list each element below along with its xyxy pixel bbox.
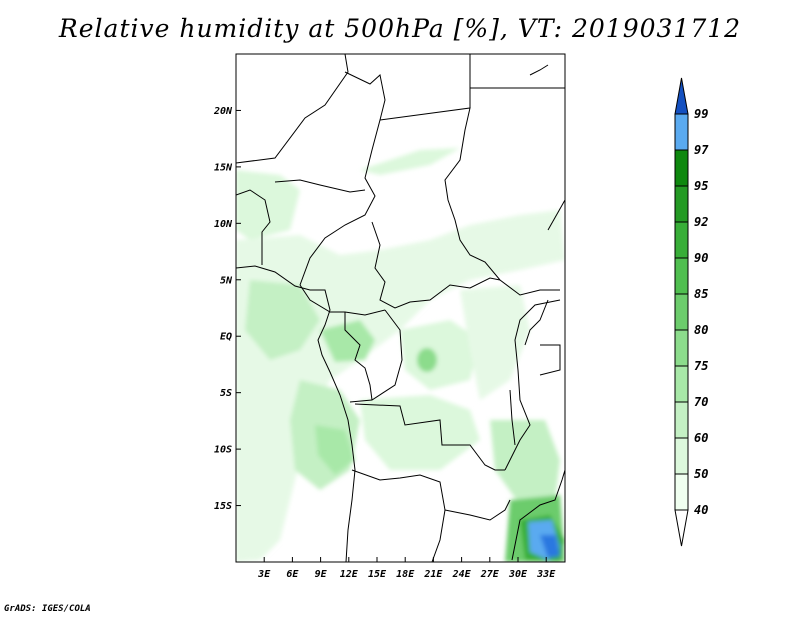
colorbar-label: 80 — [694, 323, 708, 337]
humidity-region — [400, 320, 480, 390]
lon-tick-label: 27E — [480, 569, 500, 580]
lat-tick-label: 15S — [214, 501, 232, 512]
border — [371, 221, 501, 309]
country-borders — [236, 54, 565, 562]
colorbar-segment — [674, 293, 689, 331]
border — [379, 107, 560, 296]
colorbar-segment — [674, 113, 689, 151]
colorbar-label: 90 — [694, 251, 708, 265]
lon-tick-label: 3E — [257, 569, 271, 580]
lon-tick-label: 24E — [452, 569, 472, 580]
border — [354, 403, 505, 471]
humidity-region — [460, 285, 530, 400]
border — [524, 299, 549, 346]
lat-tick-label: 10S — [214, 445, 232, 456]
lat-tick-label: 5N — [220, 275, 233, 286]
grads-credit: GrADS: IGES/COLA — [4, 604, 91, 614]
humidity-region — [490, 420, 560, 505]
colorbar-segment — [674, 437, 689, 475]
lon-tick-label: 21E — [423, 569, 443, 580]
page-title: Relative humidity at 500hPa [%], VT: 201… — [58, 14, 742, 43]
border — [547, 199, 565, 231]
humidity-region — [236, 210, 565, 562]
map-frame — [235, 53, 566, 563]
border — [351, 469, 446, 562]
colorbar-segment — [674, 149, 689, 187]
colorbar-lower-arrow — [674, 509, 689, 547]
colorbar-segment — [674, 401, 689, 439]
lat-tick-label: 20N — [213, 106, 233, 117]
border — [504, 299, 561, 471]
border — [344, 312, 373, 401]
colorbar-label: 92 — [694, 215, 708, 229]
latitude-axis: 20N 15N 10N 5N EQ 5S 10S 15S — [213, 106, 241, 512]
longitude-axis: 3E 6E 9E 12E 15E 18E 21E 24E 27E 30E 33E — [257, 557, 556, 580]
lat-tick-label: 5S — [220, 388, 232, 399]
humidity-region — [315, 425, 355, 475]
lon-tick-label: 9E — [315, 569, 328, 580]
humidity-shading — [236, 148, 565, 562]
coastline — [236, 265, 356, 562]
colorbar-label: 50 — [694, 467, 708, 481]
humidity-region — [245, 280, 320, 360]
lat-tick-label: 10N — [214, 219, 233, 230]
colorbar-segment — [674, 221, 689, 259]
lon-tick-label: 33E — [536, 569, 556, 580]
lon-tick-label: 30E — [508, 569, 528, 580]
border — [539, 344, 561, 376]
border — [236, 54, 349, 164]
lat-tick-label: EQ — [220, 332, 232, 343]
humidity-region — [236, 170, 300, 240]
humidity-region — [417, 348, 437, 372]
border — [274, 179, 366, 193]
lon-tick-label: 12E — [340, 569, 359, 580]
colorbar-segment — [674, 257, 689, 295]
colorbar-label: 70 — [694, 395, 708, 409]
colorbar-label: 97 — [694, 143, 709, 157]
lon-tick-label: 6E — [286, 569, 299, 580]
lon-tick-label: 15E — [368, 569, 387, 580]
border — [529, 64, 549, 76]
colorbar-label: 60 — [694, 431, 708, 445]
border — [236, 189, 271, 265]
humidity-region — [320, 320, 375, 362]
colorbar-label: 40 — [694, 503, 708, 517]
colorbar-upper-arrow — [674, 77, 689, 115]
humidity-region — [540, 535, 560, 558]
border — [444, 499, 511, 521]
colorbar-segment — [674, 473, 689, 511]
colorbar-label: 75 — [694, 359, 708, 373]
colorbar-label: 95 — [694, 179, 708, 193]
colorbar-label: 85 — [694, 287, 708, 301]
lat-tick-label: 15N — [214, 162, 233, 173]
humidity-region — [360, 148, 460, 175]
lon-tick-label: 18E — [396, 569, 415, 580]
humidity-region — [360, 395, 480, 470]
colorbar-segment — [674, 185, 689, 223]
border — [511, 469, 565, 561]
colorbar: 40 50 60 70 75 80 85 90 92 95 97 99 — [674, 77, 709, 547]
colorbar-segment — [674, 329, 689, 367]
border — [509, 389, 516, 446]
colorbar-segment — [674, 365, 689, 403]
border — [299, 71, 386, 286]
border — [299, 284, 386, 316]
colorbar-label: 99 — [694, 107, 708, 121]
border — [349, 309, 403, 403]
